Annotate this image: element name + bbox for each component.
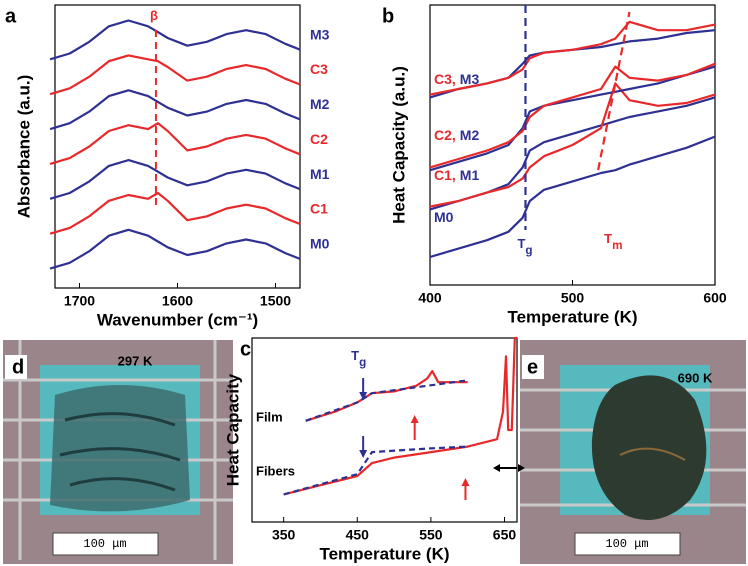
series-line [49,228,301,270]
plot-frame [54,4,301,289]
x-tick-label: 1500 [260,293,291,309]
series-line [283,445,468,496]
curve-label-part: M3 [460,71,480,87]
x-axis-label: Temperature (K) [507,307,637,326]
curve-label-part: C1, [434,167,456,183]
annotation: Tg [351,348,366,369]
panel-letter: c [240,338,251,360]
series-line [429,65,716,172]
series-line [429,20,716,96]
curve-label-part: C2, [434,127,456,143]
series-line [429,62,716,169]
series-label: M2 [310,96,330,112]
series-label: M0 [310,236,330,252]
annotation: Tg [517,236,532,257]
plot-frame [251,337,518,523]
annotation-text: T [351,348,359,363]
series-line [283,336,518,496]
panel-letter: e [527,356,538,378]
curve-label: M0 [434,209,454,225]
series-label: C1 [310,201,328,217]
y-axis-label: Absorbance (a.u.) [14,75,33,219]
series-line [49,19,301,61]
x-tick-label: 500 [561,290,585,306]
x-tick-label: 1600 [162,293,193,309]
panel-letter: b [382,5,394,27]
series-label: C3 [310,61,328,77]
curve-label: C2, M2 [434,127,479,143]
x-tick-label: 450 [346,527,370,543]
series-label: M3 [310,26,330,42]
annotation-text: β [150,8,158,23]
series-line [49,191,301,235]
curve-label: C1, M1 [434,167,479,183]
series-line [429,82,716,208]
annotation-arrowhead [359,392,368,400]
series-label: C2 [310,131,328,147]
temperature-label: 297 K [118,353,153,368]
series-line [49,54,301,96]
annotation-sub: m [612,239,622,252]
annotation-text: T [517,236,525,251]
panel-letter-box [5,355,27,379]
curve-label-part: M0 [434,209,454,225]
x-tick-label: 400 [418,290,442,306]
series-line [305,379,468,422]
x-tick-label: 600 [703,290,727,306]
range-arrowhead [493,464,525,472]
y-axis-label: Heat Capacity [223,373,242,486]
annotation-arrowhead [359,450,368,458]
curve-label-part: C3, [434,71,456,87]
x-tick-label: 550 [419,527,443,543]
series-line [429,135,716,259]
series-line [49,122,301,165]
series-label: M1 [310,166,330,182]
curve-label-part: M1 [460,167,480,183]
marker-arrowhead [410,415,419,423]
annotation: Tm [604,231,622,252]
annotation: β [150,8,158,23]
panel-letter-box [522,355,544,379]
annotation-sub: g [359,356,366,369]
micrograph-e [520,340,746,564]
panel-letter: d [12,356,24,378]
annotation-text: T [604,231,612,246]
temperature-label: 690 K [678,370,713,385]
series-line [49,89,301,131]
series-label: Film [256,409,283,424]
marker-arrowhead [461,478,470,486]
micrograph-d [3,340,233,564]
x-tick-label: 350 [272,527,296,543]
series-line [49,159,301,200]
y-axis-label: Heat Capacity (a.u.) [389,66,408,224]
series-line [429,96,716,211]
curve-label-part: M2 [460,127,480,143]
scale-bar-label: 100 μm [605,537,648,551]
curve-label: C3, M3 [434,71,479,87]
panel-letter: a [5,5,17,27]
series-line [305,370,468,422]
x-axis-label: Temperature (K) [319,544,449,563]
x-tick-label: 1700 [64,293,95,309]
series-label: Fibers [256,463,295,478]
annotation-line [597,11,631,171]
x-tick-label: 650 [493,527,517,543]
scale-bar-label: 100 μm [83,537,126,551]
x-axis-label: Wavenumber (cm⁻¹) [97,310,258,329]
annotation-sub: g [525,244,532,257]
